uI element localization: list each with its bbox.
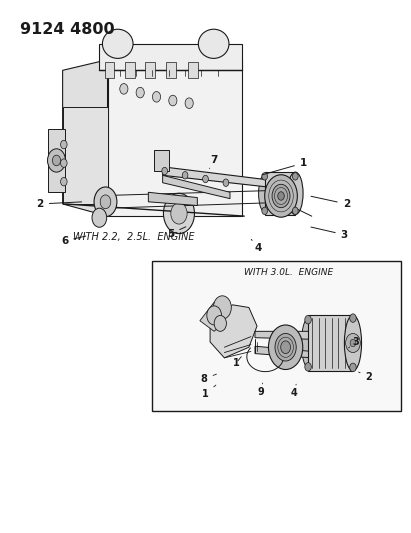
Circle shape bbox=[268, 325, 303, 369]
Circle shape bbox=[262, 207, 268, 215]
Polygon shape bbox=[255, 332, 312, 340]
Circle shape bbox=[53, 155, 60, 166]
Bar bbox=[105, 62, 115, 78]
Text: 3: 3 bbox=[311, 227, 348, 240]
Circle shape bbox=[293, 207, 298, 215]
Circle shape bbox=[350, 314, 356, 322]
Bar bbox=[166, 62, 175, 78]
Text: WITH 3.0L.  ENGINE: WITH 3.0L. ENGINE bbox=[245, 268, 334, 277]
Circle shape bbox=[100, 195, 111, 209]
Ellipse shape bbox=[102, 29, 133, 59]
Text: 6: 6 bbox=[61, 236, 86, 246]
Polygon shape bbox=[200, 302, 222, 332]
Polygon shape bbox=[62, 108, 108, 204]
Circle shape bbox=[164, 193, 194, 233]
Circle shape bbox=[48, 149, 65, 172]
Polygon shape bbox=[155, 150, 169, 171]
Circle shape bbox=[213, 296, 231, 319]
Circle shape bbox=[207, 306, 222, 325]
Polygon shape bbox=[255, 346, 312, 358]
Text: 2: 2 bbox=[311, 196, 350, 209]
Ellipse shape bbox=[288, 172, 303, 215]
Polygon shape bbox=[163, 175, 230, 199]
Circle shape bbox=[278, 192, 284, 200]
Circle shape bbox=[350, 363, 356, 372]
Text: 1: 1 bbox=[202, 385, 216, 399]
Circle shape bbox=[265, 175, 297, 217]
Ellipse shape bbox=[302, 319, 314, 367]
Polygon shape bbox=[163, 167, 291, 190]
Polygon shape bbox=[108, 60, 242, 216]
Circle shape bbox=[120, 84, 128, 94]
Circle shape bbox=[60, 140, 67, 149]
Circle shape bbox=[293, 173, 298, 180]
Circle shape bbox=[162, 167, 168, 175]
Circle shape bbox=[281, 341, 291, 353]
Bar bbox=[125, 62, 135, 78]
Text: 2: 2 bbox=[37, 199, 82, 209]
Circle shape bbox=[169, 95, 177, 106]
Circle shape bbox=[223, 179, 229, 187]
Bar bbox=[152, 261, 402, 411]
Circle shape bbox=[185, 98, 193, 109]
Circle shape bbox=[152, 92, 161, 102]
Bar bbox=[145, 62, 155, 78]
Text: 4: 4 bbox=[291, 384, 298, 398]
Text: 5: 5 bbox=[167, 227, 186, 239]
Circle shape bbox=[262, 173, 268, 180]
Text: 1: 1 bbox=[262, 158, 307, 175]
Circle shape bbox=[305, 362, 311, 371]
Circle shape bbox=[305, 316, 311, 324]
Circle shape bbox=[350, 340, 356, 346]
Circle shape bbox=[60, 159, 67, 167]
Text: 7: 7 bbox=[210, 156, 217, 168]
Polygon shape bbox=[48, 128, 65, 192]
Polygon shape bbox=[148, 192, 197, 206]
Polygon shape bbox=[210, 305, 257, 358]
Circle shape bbox=[92, 208, 107, 227]
Circle shape bbox=[346, 334, 360, 352]
Ellipse shape bbox=[344, 315, 362, 371]
Ellipse shape bbox=[199, 29, 229, 59]
Circle shape bbox=[182, 172, 188, 179]
Text: 3: 3 bbox=[349, 337, 359, 348]
Polygon shape bbox=[99, 44, 242, 70]
Text: WITH 2.2,  2.5L.  ENGINE: WITH 2.2, 2.5L. ENGINE bbox=[73, 232, 194, 242]
Circle shape bbox=[60, 177, 67, 186]
Text: 9: 9 bbox=[257, 383, 264, 397]
Circle shape bbox=[94, 187, 117, 216]
Circle shape bbox=[136, 87, 144, 98]
Text: 8: 8 bbox=[201, 374, 217, 384]
Polygon shape bbox=[265, 172, 296, 215]
Text: 4: 4 bbox=[251, 239, 262, 253]
Circle shape bbox=[214, 316, 226, 332]
Ellipse shape bbox=[259, 175, 271, 212]
Bar bbox=[188, 62, 198, 78]
Polygon shape bbox=[308, 316, 353, 371]
Circle shape bbox=[272, 184, 290, 208]
Circle shape bbox=[275, 334, 296, 361]
Polygon shape bbox=[62, 60, 108, 216]
Text: 1: 1 bbox=[233, 357, 241, 368]
Circle shape bbox=[203, 175, 208, 183]
Circle shape bbox=[171, 203, 187, 224]
Text: 2: 2 bbox=[359, 372, 372, 382]
Text: 9124 4800: 9124 4800 bbox=[20, 21, 114, 37]
